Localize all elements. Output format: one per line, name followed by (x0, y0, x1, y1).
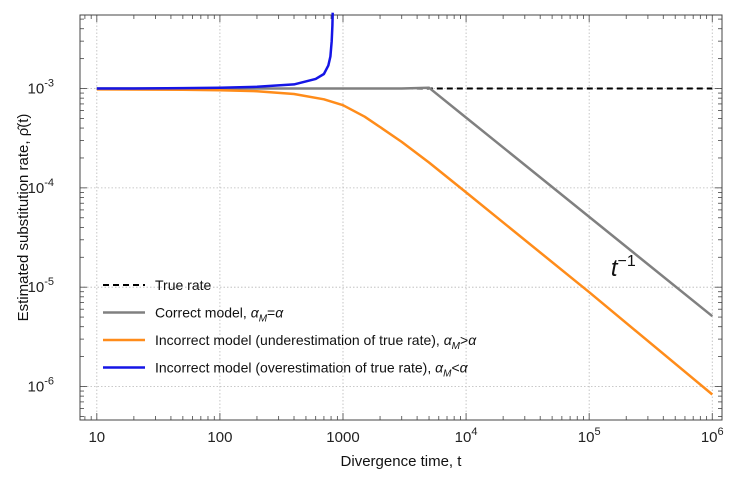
series-line-3 (96, 12, 334, 90)
legend-label-0: True rate (155, 277, 211, 293)
y-tick-label: 10-4 (28, 177, 54, 197)
y-axis-label: Estimated substitution rate, ρ̂(t) (15, 114, 32, 322)
x-tick-label: 104 (455, 426, 478, 446)
legend: True rate Correct model, αM=α Incorrect mo… (103, 277, 477, 380)
slope-annotation: t−1 (611, 253, 636, 282)
y-tick-label: 10-6 (28, 376, 54, 396)
series-line-1 (96, 86, 714, 318)
x-tick-label: 106 (701, 426, 724, 446)
legend-label-1: Correct model, αM=α (155, 305, 284, 325)
gridlines (80, 15, 722, 420)
series-line-2 (96, 88, 714, 396)
x-tick-label: 1000 (326, 429, 359, 446)
legend-label-3: Incorrect model (overestimation of true … (155, 360, 469, 380)
x-tick-label: 10 (88, 429, 105, 446)
legend-label-2: Incorrect model (underestimation of true… (155, 332, 477, 352)
y-tick-label: 10-3 (28, 78, 54, 98)
x-tick-label: 100 (207, 429, 232, 446)
x-tick-label: 105 (578, 426, 601, 446)
y-tick-label: 10-5 (28, 276, 54, 296)
series-lines (96, 12, 714, 396)
x-axis-label: Divergence time, t (341, 453, 463, 470)
axis-ticks: 10 100 1000 104 105 106 10-3 10-4 10-5 10-6 (28, 15, 724, 446)
